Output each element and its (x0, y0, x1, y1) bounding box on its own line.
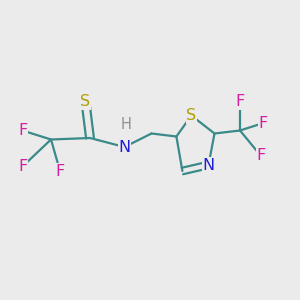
Text: F: F (259, 116, 268, 130)
Text: N: N (118, 140, 130, 154)
Text: H: H (121, 117, 131, 132)
Text: S: S (186, 108, 197, 123)
Text: F: F (236, 94, 244, 110)
Text: N: N (202, 158, 214, 172)
Text: F: F (18, 123, 27, 138)
Text: S: S (80, 94, 91, 110)
Text: F: F (18, 159, 27, 174)
Text: F: F (56, 164, 64, 178)
Text: F: F (256, 148, 266, 164)
